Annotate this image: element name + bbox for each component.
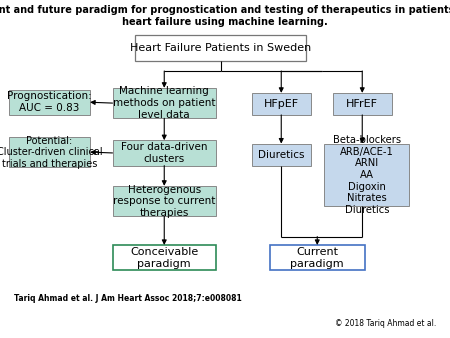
Text: Conceivable
paradigm: Conceivable paradigm bbox=[130, 247, 198, 268]
Text: HFrEF: HFrEF bbox=[346, 99, 378, 109]
Text: Heart Failure Patients in Sweden: Heart Failure Patients in Sweden bbox=[130, 43, 311, 53]
Text: Four data-driven
clusters: Four data-driven clusters bbox=[121, 142, 207, 164]
FancyBboxPatch shape bbox=[9, 90, 90, 115]
FancyBboxPatch shape bbox=[135, 35, 306, 61]
Text: Machine learning
methods on patient
level data: Machine learning methods on patient leve… bbox=[113, 87, 216, 120]
Text: Diuretics: Diuretics bbox=[258, 150, 305, 160]
FancyBboxPatch shape bbox=[112, 140, 216, 166]
Text: Heterogenous
response to current
therapies: Heterogenous response to current therapi… bbox=[113, 185, 216, 218]
Text: Beta-blockers
ARB/ACE-1
ARNI
AA
Digoxin
Nitrates
Diuretics: Beta-blockers ARB/ACE-1 ARNI AA Digoxin … bbox=[333, 135, 401, 215]
FancyBboxPatch shape bbox=[9, 137, 90, 167]
FancyBboxPatch shape bbox=[333, 93, 392, 115]
FancyBboxPatch shape bbox=[112, 186, 216, 216]
Text: HFpEF: HFpEF bbox=[264, 99, 299, 109]
Text: Prognostication:
AUC = 0.83: Prognostication: AUC = 0.83 bbox=[7, 92, 92, 113]
FancyBboxPatch shape bbox=[324, 144, 410, 206]
Text: Current
paradigm: Current paradigm bbox=[290, 247, 344, 268]
FancyBboxPatch shape bbox=[270, 245, 364, 270]
FancyBboxPatch shape bbox=[112, 88, 216, 118]
FancyBboxPatch shape bbox=[252, 144, 310, 166]
FancyBboxPatch shape bbox=[252, 93, 310, 115]
FancyBboxPatch shape bbox=[112, 245, 216, 270]
Text: Current and future paradigm for prognostication and testing of therapeutics in p: Current and future paradigm for prognost… bbox=[0, 5, 450, 27]
Text: Tariq Ahmad et al. J Am Heart Assoc 2018;7:e008081: Tariq Ahmad et al. J Am Heart Assoc 2018… bbox=[14, 294, 241, 303]
Text: Potential:
Cluster-driven clinical
trials and therapies: Potential: Cluster-driven clinical trial… bbox=[0, 136, 102, 169]
Text: © 2018 Tariq Ahmad et al.: © 2018 Tariq Ahmad et al. bbox=[335, 319, 436, 328]
